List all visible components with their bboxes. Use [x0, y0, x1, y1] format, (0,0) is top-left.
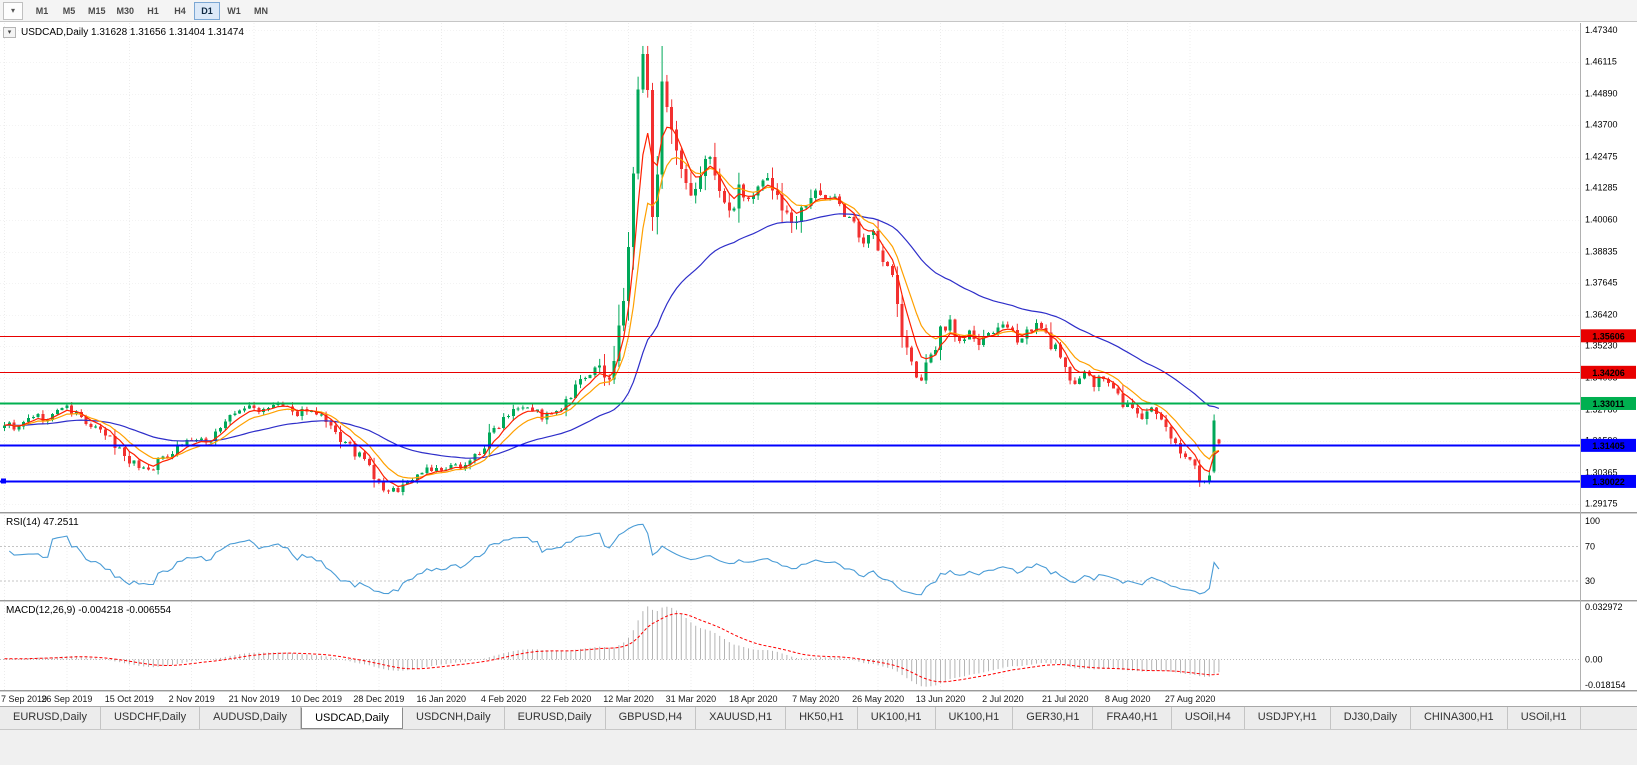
date-label: 21 Nov 2019	[228, 694, 280, 704]
grid	[0, 23, 1580, 690]
chart-tab-usdcad-daily[interactable]: USDCAD,Daily	[301, 707, 404, 729]
date-label: 13 Jun 2020	[915, 694, 966, 704]
time-axis[interactable]: 7 Sep 2019 26 Sep 2019 15 Oct 2019 2 Nov 20…	[0, 692, 1580, 708]
price-tick-label: 1.35230	[1585, 341, 1618, 351]
line-drag-handle[interactable]	[1, 478, 6, 484]
price-tick-label: 1.47340	[1585, 25, 1618, 35]
timeframe-button-mn[interactable]: MN	[254, 5, 269, 16]
price-axis[interactable]: 1.47340 1.46115 1.44890 1.43700 1.42475 1.412…	[1581, 25, 1636, 509]
price-badge-label: 1.34206	[1592, 368, 1625, 378]
date-label: 18 Apr 2020	[729, 694, 778, 704]
date-label: 16 Jan 2020	[416, 694, 467, 704]
price-badge	[1581, 438, 1636, 452]
chart-tab-fra40-h1[interactable]: FRA40,H1	[1093, 707, 1172, 729]
chart-dropdown-icon[interactable]: ▾	[3, 27, 16, 38]
chart-selector-dropdown[interactable]: ▾	[3, 1, 23, 20]
rsi-level-label: 100	[1585, 516, 1600, 526]
date-label: 4 Feb 2020	[480, 694, 527, 704]
date-label: 21 Jul 2020	[1042, 694, 1089, 704]
price-tick-label: 1.37645	[1585, 278, 1618, 288]
price-tick-label: 1.46115	[1585, 57, 1617, 67]
timeframe-button-m30[interactable]: M30	[116, 5, 135, 16]
date-label: 8 Aug 2020	[1104, 694, 1151, 704]
price-badge-label: 1.30022	[1592, 477, 1625, 487]
date-label: 2 Jul 2020	[982, 694, 1024, 704]
chevron-down-icon: ▾	[10, 6, 15, 15]
rsi-level-label: 70	[1585, 542, 1595, 552]
price-tick-label: 1.30365	[1585, 467, 1618, 477]
timeframe-button-d1[interactable]: D1	[194, 1, 221, 20]
chart-tab-eurusd-daily[interactable]: EURUSD,Daily	[0, 707, 101, 729]
price-badge-label: 1.33011	[1592, 399, 1624, 409]
date-label: 12 Mar 2020	[603, 694, 654, 704]
rsi-line	[8, 523, 1220, 596]
chart-tab-uk100-h1[interactable]: UK100,H1	[857, 707, 936, 729]
rsi-indicator-label: RSI(14) 47.2511	[6, 517, 79, 528]
price-badge	[1581, 474, 1636, 488]
date-label: 28 Dec 2019	[353, 694, 405, 704]
horizontal-lines[interactable]	[0, 336, 1580, 484]
price-tick-label: 1.36420	[1585, 310, 1618, 320]
macd-signal-line	[4, 613, 1219, 683]
price-tick-label: 1.29175	[1585, 499, 1618, 509]
price-tick-label: 1.42475	[1585, 152, 1618, 162]
price-badge-label: 1.35606	[1592, 331, 1625, 341]
date-label: 10 Dec 2019	[290, 694, 343, 704]
chart-tab-usoil-h4[interactable]: USOil,H4	[1171, 707, 1245, 729]
timeframe-buttons: M1 M5 M15 M30 H1 H4 D1 W1 MN	[29, 1, 274, 20]
macd-axis-label: -0.018154	[1585, 680, 1626, 690]
status-bar	[0, 729, 1637, 765]
price-tick-label: 1.44890	[1585, 89, 1618, 99]
chart-tab-xauusd-h1[interactable]: XAUUSD,H1	[696, 707, 787, 729]
chart-tab-china300-h1[interactable]: CHINA300,H1	[1410, 707, 1508, 729]
timeframe-button-h4[interactable]: H4	[174, 5, 186, 16]
chart-tab-usdjpy-h1[interactable]: USDJPY,H1	[1244, 707, 1331, 729]
timeframe-button-m1[interactable]: M1	[35, 5, 49, 16]
chart-tab-ger30-h1[interactable]: GER30,H1	[1013, 707, 1094, 729]
price-tick-label: 1.43700	[1585, 120, 1618, 130]
chart-tab-audusd-daily[interactable]: AUDUSD,Daily	[200, 707, 302, 729]
price-badge	[1581, 329, 1636, 343]
rsi-level-label: 30	[1585, 576, 1595, 586]
date-label: 26 May 2020	[852, 694, 905, 704]
date-label: 31 Mar 2020	[665, 694, 717, 704]
price-tick-label: 1.38835	[1585, 247, 1618, 257]
macd-axis-label: 0.00	[1585, 655, 1603, 665]
price-badge-label: 1.31405	[1592, 441, 1625, 451]
date-label: 27 Aug 2020	[1164, 694, 1216, 704]
chart-tab-hk50-h1[interactable]: HK50,H1	[786, 707, 858, 729]
date-label: 15 Oct 2019	[104, 694, 154, 704]
chart-ohlc-header: ▾ USDCAD,Daily 1.31628 1.31656 1.31404 1…	[3, 27, 244, 38]
timeframe-button-m5[interactable]: M5	[62, 5, 76, 16]
chart-tab-usdchf-daily[interactable]: USDCHF,Daily	[100, 707, 201, 729]
price-badge	[1581, 365, 1636, 379]
timeframe-button-m15[interactable]: M15	[88, 5, 106, 16]
chart-tab-usdcnh-daily[interactable]: USDCNH,Daily	[403, 707, 505, 729]
macd-indicator-label: MACD(12,26,9) -0.004218 -0.006554	[6, 605, 172, 616]
date-label: 26 Sep 2019	[41, 694, 93, 704]
price-tick-label: 1.40060	[1585, 215, 1618, 225]
timeframe-button-h1[interactable]: H1	[147, 5, 159, 16]
price-tick-label: 1.41285	[1585, 183, 1618, 193]
date-label: 7 Sep 2019	[1, 694, 48, 704]
macd-axis-label: 0.032972	[1585, 602, 1623, 612]
price-badge	[1581, 396, 1636, 410]
chart-tab-usoil-h1[interactable]: USOil,H1	[1507, 707, 1581, 729]
date-label: 7 May 2020	[792, 694, 840, 704]
chart-tab-gbpusd-h4[interactable]: GBPUSD,H4	[605, 707, 697, 729]
chart-tab-bar: EURUSD,Daily USDCHF,Daily AUDUSD,Daily USDC…	[0, 706, 1637, 729]
timeframe-toolbar: ▾ M1 M5 M15 M30 H1 H4 D1 W1 MN	[0, 0, 1637, 22]
chart-tab-uk100-h1[interactable]: UK100,H1	[935, 707, 1014, 729]
ohlc-text: USDCAD,Daily 1.31628 1.31656 1.31404 1.3…	[21, 27, 244, 38]
date-label: 2 Nov 2019	[168, 694, 215, 704]
date-label: 22 Feb 2020	[540, 694, 592, 704]
chart-tab-eurusd-daily[interactable]: EURUSD,Daily	[504, 707, 606, 729]
chart-tab-dj30-daily[interactable]: DJ30,Daily	[1330, 707, 1411, 729]
timeframe-button-w1[interactable]: W1	[227, 5, 241, 16]
